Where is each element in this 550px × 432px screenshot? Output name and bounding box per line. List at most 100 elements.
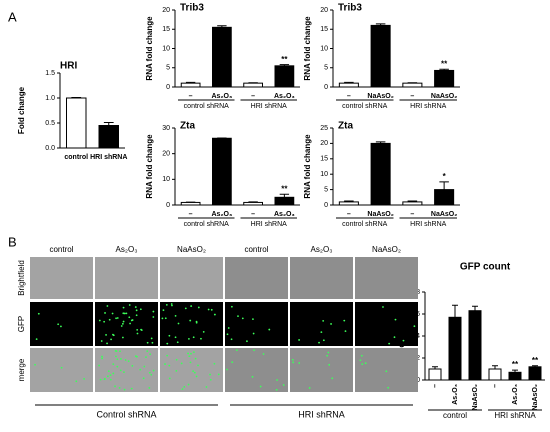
- gfp-cell: [344, 330, 347, 333]
- y-tick-label: 20: [320, 7, 328, 14]
- gfp-cell: [343, 319, 346, 322]
- gfp-cell: [119, 369, 122, 372]
- gfp-cell: [262, 353, 265, 355]
- gfp-cell: [174, 336, 177, 339]
- micrograph: [290, 348, 353, 392]
- y-tick-label: 25: [320, 125, 328, 132]
- gfp-cell: [136, 355, 138, 358]
- y-tick-label: 0: [416, 377, 420, 384]
- gfp-cell: [209, 373, 211, 376]
- gfp-cell: [253, 349, 255, 352]
- gfp-cell: [364, 362, 367, 365]
- bar: [180, 82, 201, 88]
- gfp-cell: [128, 316, 131, 319]
- significance: **: [532, 356, 539, 365]
- gfp-cell: [226, 368, 228, 371]
- gfp-cell: [291, 358, 294, 361]
- bar: [274, 65, 295, 88]
- x-tick-label: –: [189, 93, 193, 100]
- gfp-cell: [122, 320, 125, 323]
- gfp-cell: [197, 364, 199, 367]
- gfp-cell: [230, 305, 233, 308]
- gfp-cell: [124, 359, 127, 361]
- gfp-cell: [194, 357, 197, 360]
- bar: [370, 142, 391, 206]
- gfp-cell: [121, 322, 124, 325]
- error-bar: [452, 304, 458, 318]
- gfp-cell: [139, 368, 142, 371]
- gfp-cell: [165, 303, 168, 306]
- gfp-cell: [109, 378, 112, 381]
- micrograph: [30, 348, 93, 392]
- group-label: Control shRNA: [96, 409, 156, 419]
- y-axis-label: RNA fold change: [145, 16, 154, 81]
- chart-title: GFP count: [460, 262, 511, 273]
- y-axis-label: Fold change: [17, 86, 26, 134]
- y-axis-label: RNA fold change: [303, 134, 312, 199]
- x-tick-label: NaAsO₂: [532, 384, 539, 410]
- micrograph: [355, 348, 418, 392]
- gfp-cell: [192, 351, 195, 354]
- chart-title: Trib3: [180, 3, 204, 14]
- error-bar: [492, 365, 498, 369]
- gfp-cell: [162, 309, 165, 312]
- x-tick-label: As₂O₃: [452, 384, 459, 405]
- error-bar: [439, 68, 449, 71]
- gfp-cell: [413, 325, 416, 328]
- group-label: control shRNA: [184, 103, 229, 110]
- gfp-cell: [195, 321, 198, 324]
- gfp-cell: [171, 304, 173, 307]
- y-tick-label: 5: [166, 65, 170, 72]
- gfp-cell: [164, 363, 166, 365]
- gfp-cell: [205, 386, 208, 388]
- gfp-cell: [136, 332, 139, 335]
- micrograph: [30, 302, 93, 346]
- gfp-cell: [103, 320, 106, 323]
- gfp-cell: [34, 363, 36, 366]
- bar: [528, 366, 542, 381]
- group-label: HRI shRNA: [494, 411, 536, 420]
- gfp-cell: [382, 306, 384, 308]
- gfp-cell: [123, 312, 126, 315]
- y-tick-label: 0: [324, 202, 328, 209]
- bar: [508, 371, 522, 381]
- gfp-cell: [125, 312, 128, 315]
- row-label: merge: [17, 358, 26, 381]
- gfp-cell: [298, 362, 301, 364]
- gfp-cell: [60, 325, 62, 328]
- error-bar: [375, 141, 386, 144]
- gfp-cell: [129, 322, 131, 325]
- column-header: NaAsO₂: [177, 245, 206, 254]
- x-tick-label: HRI shRNA: [90, 154, 127, 161]
- bar: [243, 201, 263, 206]
- y-tick-label: 2: [416, 355, 420, 362]
- bar: [212, 137, 232, 206]
- gfp-cell: [131, 319, 134, 321]
- gfp-cell: [251, 375, 254, 378]
- column-header: control: [49, 245, 73, 254]
- bar: [338, 82, 359, 88]
- gfp-cell: [166, 342, 169, 345]
- gfp-cell: [207, 308, 210, 311]
- gfp-cell: [120, 325, 123, 327]
- gfp-cell: [176, 341, 179, 344]
- bar: [434, 69, 455, 88]
- gfp-cell: [143, 365, 146, 368]
- chart-title: Zta: [180, 121, 195, 132]
- y-tick-label: 6: [416, 311, 420, 318]
- gfp-cell: [135, 314, 138, 317]
- error-bar: [512, 369, 518, 373]
- gfp-cell: [109, 374, 112, 377]
- gfp-cell: [115, 317, 117, 320]
- gfp-cell: [252, 318, 254, 320]
- gfp-cell: [177, 322, 180, 325]
- micrograph: [160, 348, 223, 392]
- bar: [402, 82, 423, 88]
- gfp-cell: [213, 362, 216, 365]
- gfp-cell: [195, 375, 198, 378]
- gfp-cell: [187, 352, 189, 355]
- x-tick-label: As₂O₃: [274, 93, 295, 100]
- gfp-cell: [322, 319, 325, 322]
- gfp-cell: [320, 331, 323, 334]
- gfp-cell: [149, 353, 152, 356]
